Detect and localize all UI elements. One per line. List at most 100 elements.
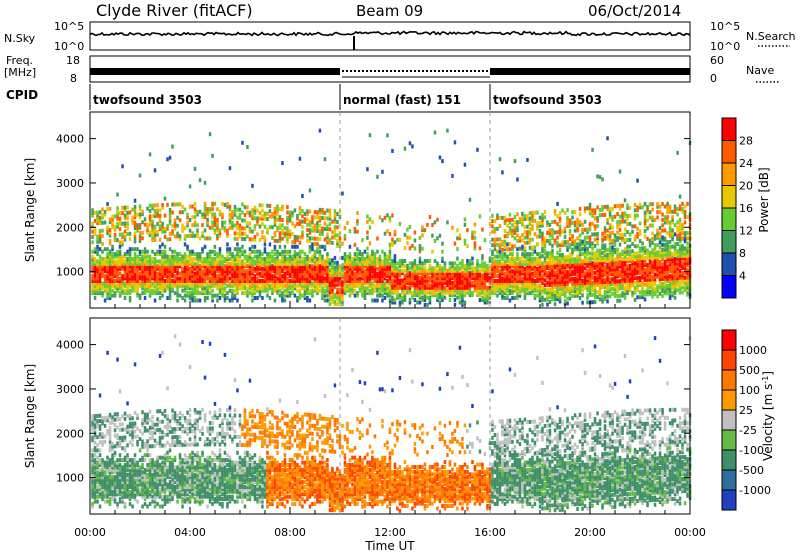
scatter-cell — [471, 281, 474, 285]
scatter-cell — [259, 211, 262, 215]
scatter-cell — [604, 243, 607, 247]
scatter-cell — [494, 247, 497, 251]
scatter-cell — [301, 209, 304, 213]
scatter-cell — [289, 291, 292, 295]
scatter-cell — [301, 214, 304, 218]
scatter-cell — [269, 225, 272, 229]
scatter-cell — [209, 277, 212, 281]
scatter-cell — [564, 255, 567, 259]
scatter-cell — [139, 223, 142, 227]
scatter-cell — [356, 247, 359, 251]
scatter-cell — [154, 209, 157, 213]
scatter-cell — [244, 269, 247, 273]
scatter-cell — [579, 212, 582, 216]
scatter-cell — [314, 250, 317, 254]
scatter-cell — [171, 145, 174, 149]
scatter-cell — [284, 232, 287, 236]
scatter-cell — [109, 250, 112, 254]
scatter-cell — [536, 243, 539, 247]
scatter-cell — [634, 224, 637, 228]
scatter-cell — [119, 227, 122, 231]
scatter-cell — [336, 220, 339, 224]
scatter-cell — [316, 221, 319, 225]
scatter-cell — [254, 274, 257, 278]
scatter-cell — [334, 266, 337, 270]
scatter-cell — [139, 281, 142, 285]
scatter-cell — [116, 193, 119, 197]
scatter-cell — [121, 206, 124, 210]
scatter-cell — [244, 291, 247, 295]
scatter-cell — [579, 220, 582, 224]
scatter-cell — [134, 231, 137, 235]
scatter-cell — [129, 237, 132, 241]
scatter-cell — [581, 223, 584, 227]
scatter-cell — [516, 178, 519, 182]
scatter-cell — [229, 281, 232, 285]
scatter-cell — [269, 296, 272, 300]
scatter-cell — [454, 303, 457, 307]
scatter-cell — [91, 235, 94, 239]
scatter-cell — [279, 207, 282, 211]
scatter-cell — [316, 242, 319, 246]
scatter-cell — [196, 299, 199, 303]
scatter-cell — [159, 250, 162, 254]
noise-frame — [90, 22, 690, 50]
scatter-cell — [589, 252, 592, 256]
scatter-cell — [464, 239, 467, 243]
scatter-cell — [241, 250, 244, 254]
scatter-cell — [379, 215, 382, 219]
scatter-cell — [409, 225, 412, 229]
scatter-cell — [296, 252, 299, 256]
scatter-cell — [619, 252, 622, 256]
scatter-cell — [226, 296, 229, 300]
scatter-cell — [464, 218, 467, 222]
scatter-cell — [284, 284, 287, 288]
scatter-cell — [244, 237, 247, 241]
scatter-cell — [526, 241, 529, 245]
scatter-cell — [329, 238, 332, 242]
scatter-cell — [554, 256, 557, 260]
scatter-cell — [219, 210, 222, 214]
scatter-cell — [316, 257, 319, 261]
scatter-cell — [381, 218, 384, 222]
scatter-cell — [256, 255, 259, 259]
scatter-cell — [274, 252, 277, 256]
scatter-cell — [389, 232, 392, 236]
noise-trace — [90, 32, 690, 36]
scatter-cell — [319, 208, 322, 212]
scatter-cell — [386, 213, 389, 217]
scatter-cell — [91, 240, 94, 244]
scatter-cell — [326, 225, 329, 229]
scatter-cell — [604, 205, 607, 209]
scatter-cell — [589, 235, 592, 239]
scatter-cell — [369, 217, 372, 221]
scatter-cell — [441, 159, 444, 163]
scatter-cell — [596, 174, 599, 178]
scatter-cell — [131, 247, 134, 251]
scatter-cell — [391, 296, 394, 300]
scatter-cell — [639, 276, 642, 280]
scatter-cell — [556, 230, 559, 234]
scatter-cell — [644, 256, 647, 260]
scatter-cell — [624, 198, 627, 202]
scatter-cell — [191, 257, 194, 261]
scatter-cell — [171, 211, 174, 215]
scatter-cell — [226, 255, 229, 259]
scatter-cell — [516, 247, 519, 251]
scatter-cell — [184, 234, 187, 238]
scatter-cell — [361, 238, 364, 242]
scatter-cell — [219, 247, 222, 251]
scatter-cell — [421, 247, 424, 251]
scatter-cell — [644, 290, 647, 294]
scatter-cell — [129, 289, 132, 293]
scatter-cell — [229, 289, 232, 293]
scatter-cell — [436, 261, 439, 265]
scatter-cell — [329, 209, 332, 213]
scatter-cell — [299, 259, 302, 263]
scatter-cell — [599, 249, 602, 253]
scatter-cell — [654, 218, 657, 222]
scatter-cell — [586, 257, 589, 261]
scatter-cell — [209, 132, 212, 136]
scatter-cell — [499, 216, 502, 220]
scatter-cell — [406, 241, 409, 245]
